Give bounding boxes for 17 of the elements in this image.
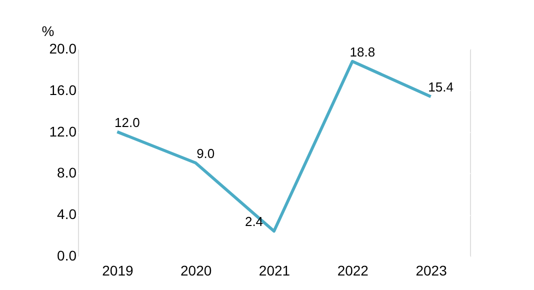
data-label: 2.4 bbox=[244, 214, 264, 230]
y-axis-title: % bbox=[42, 23, 54, 39]
y-tick-label: 12.0 bbox=[49, 123, 77, 140]
x-tick-label: 2019 bbox=[102, 262, 134, 278]
data-label: 18.8 bbox=[350, 44, 376, 60]
y-tick-label: 0.0 bbox=[57, 248, 77, 264]
y-tick-label: 20.0 bbox=[49, 40, 77, 56]
y-tick-label: 16.0 bbox=[49, 82, 77, 98]
data-label: 12.0 bbox=[114, 114, 140, 130]
x-tick-label: 2022 bbox=[337, 262, 369, 278]
x-tick-label: 2023 bbox=[416, 262, 448, 278]
y-tick-label: 8.0 bbox=[57, 164, 77, 181]
data-label: 15.4 bbox=[428, 80, 454, 95]
x-tick-label: 2021 bbox=[258, 262, 290, 278]
x-tick-label: 2020 bbox=[180, 262, 212, 278]
data-label: 9.0 bbox=[196, 146, 215, 161]
y-tick-label: 4.0 bbox=[57, 206, 77, 222]
